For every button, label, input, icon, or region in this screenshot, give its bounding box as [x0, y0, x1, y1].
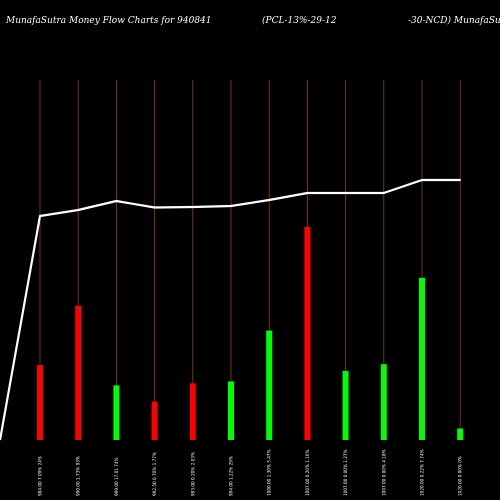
- money-flow-bar: [457, 428, 464, 440]
- x-tick-labels: 984.00 7.09% 24% 990.00 1.73% 93% 999.00 1…: [38, 449, 463, 496]
- price-point: [153, 206, 156, 209]
- x-tick-label: 1007.00 0.00% 4.18%: [381, 449, 386, 496]
- chart-title-left: MunafaSutra Money Flow Charts for 940841: [5, 16, 212, 26]
- price-point: [115, 200, 118, 202]
- price-point: [459, 179, 462, 181]
- money-flow-bar: [419, 277, 425, 440]
- price-point: [383, 192, 385, 194]
- chart-title-middle: (PCL-13%-29-12: [262, 15, 337, 26]
- x-tick-label: 1007.00 0.20% 1.16%: [305, 449, 310, 496]
- x-tick-label: 1020.00 0.00% 0%: [458, 456, 463, 496]
- money-flow-bar: [37, 365, 43, 440]
- money-flow-bar: [228, 381, 234, 440]
- price-point: [230, 205, 232, 207]
- x-tick-label: 984.00 7.09% 24%: [38, 456, 43, 496]
- x-tick-label: 992.50 0.70% 1.77%: [152, 452, 157, 496]
- price-point: [77, 209, 79, 211]
- chart-title-right: -30-NCD) MunafaSutra.com: [408, 15, 500, 26]
- x-tick-label: 1000.00 1.30% 5.47%: [267, 449, 272, 496]
- money-flow-bar: [189, 383, 196, 440]
- money-flow-bar: [380, 364, 387, 440]
- bars: [37, 226, 464, 440]
- x-tick-label: 999.00 17.01 74%: [114, 457, 119, 496]
- price-point: [344, 192, 347, 194]
- money-flow-bar: [342, 370, 349, 440]
- x-tick-label: 1020.00 0.22% 7.74%: [420, 449, 425, 496]
- x-tick-label: 1007.00 0.00% 1.27%: [343, 449, 348, 496]
- price-point: [421, 179, 423, 181]
- money-flow-bar: [151, 401, 158, 440]
- x-tick-label: 990.00 1.73% 93%: [76, 456, 81, 496]
- price-line-group: [0, 178, 462, 441]
- price-point: [268, 199, 271, 201]
- money-flow-bar: [75, 305, 82, 440]
- price-point: [39, 215, 41, 217]
- money-flow-bar: [266, 330, 273, 440]
- x-tick-label: 994.00 1.22% 29%: [229, 456, 234, 496]
- price-point: [192, 206, 194, 208]
- price-point: [306, 192, 309, 194]
- money-flow-bar: [304, 226, 311, 440]
- x-tick-label: 993.00 0.20% 2.03%: [190, 452, 195, 496]
- money-flow-bar: [113, 385, 120, 440]
